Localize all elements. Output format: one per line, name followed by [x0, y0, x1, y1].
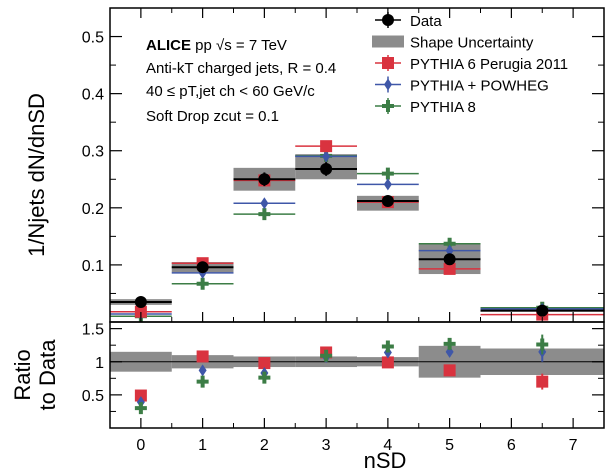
ratio-point-p6	[536, 375, 549, 388]
y-tick-label-ratio: 0.5	[82, 388, 104, 405]
ratio-point-p6	[443, 364, 456, 377]
ratio-point-p8	[320, 349, 333, 362]
y-tick-label-main: 0.4	[82, 87, 104, 104]
annotation-energy: pp √s = 7 TeV	[191, 37, 287, 54]
annotation-line-4: Soft Drop zcut = 0.1	[146, 108, 279, 125]
data-point-p8	[196, 277, 209, 290]
data-point-p8	[381, 167, 394, 180]
y-tick-label-main: 0.2	[82, 201, 104, 218]
annotation-line-2: Anti-kT charged jets, R = 0.4	[146, 60, 336, 77]
x-tick-label: 1	[198, 437, 207, 454]
x-tick-label: 5	[445, 437, 454, 454]
y-axis-label-ratio-line-2: to Data	[35, 339, 60, 411]
y-tick-label-ratio: 1.5	[82, 322, 104, 339]
legend-marker-pp	[384, 78, 392, 91]
y-tick-label-main: 0.1	[82, 258, 104, 275]
ratio-panel-marks	[134, 334, 549, 415]
y-axis-label-ratio-line-1: Ratio	[10, 349, 35, 400]
data-point-data	[536, 304, 549, 317]
legend-label-pp: PYTHIA + POWHEG	[410, 78, 549, 95]
axis-ticks: 0 1 2 3 4 5 6 7 0.1 0.2 0.3 0.4 0.5 0.5 1 1.5	[82, 7, 605, 454]
x-tick-label: 3	[322, 437, 331, 454]
ratio-point-p8	[196, 375, 209, 388]
ratio-point-p6	[196, 350, 209, 363]
data-point-pp	[383, 178, 392, 191]
data-point-data	[134, 296, 147, 309]
ratio-point-p6	[134, 389, 147, 402]
ratio-point-p6	[258, 357, 271, 370]
data-point-p6	[320, 140, 333, 153]
legend: Data Shape Uncertainty PYTHIA 6 Perugia 20…	[372, 12, 568, 116]
y-tick-label-main: 0.3	[82, 144, 104, 161]
x-tick-label: 4	[383, 437, 392, 454]
legend-marker-p6	[382, 57, 394, 69]
data-point-data	[258, 173, 271, 186]
main-shape-uncertainty-bands	[110, 154, 604, 312]
annotation-line-1: ALICE pp √s = 7 TeV	[146, 37, 287, 54]
ratio-point-p8	[536, 338, 549, 351]
data-point-p8	[443, 237, 456, 250]
ratio-point-pp	[198, 364, 207, 377]
ratio-point-p6	[381, 356, 394, 369]
ratio-point-p8	[443, 337, 456, 350]
x-tick-label: 0	[136, 437, 145, 454]
legend-label-shape: Shape Uncertainty	[410, 35, 534, 52]
y-tick-label-main: 0.5	[82, 30, 104, 47]
legend-swatch-shape	[372, 35, 404, 48]
data-point-pp	[260, 197, 269, 210]
x-tick-label: 6	[507, 437, 516, 454]
legend-label-p8: PYTHIA 8	[410, 99, 476, 116]
legend-label-data: Data	[410, 13, 442, 30]
annotation-line-3: 40 ≤ pT,jet ch < 60 GeV/c	[146, 83, 315, 100]
legend-label-p6: PYTHIA 6 Perugia 2011	[410, 56, 568, 73]
ratio-point-p8	[381, 340, 394, 353]
data-point-p6	[134, 305, 147, 318]
y-axis-label-main: 1/Njets dN/dnSD	[24, 93, 49, 257]
data-point-p8	[258, 208, 271, 221]
data-point-data	[381, 194, 394, 207]
annotation-alice: ALICE	[146, 37, 191, 54]
y-tick-label-ratio: 1	[95, 355, 104, 372]
data-point-data	[196, 261, 209, 274]
x-tick-label: 2	[260, 437, 269, 454]
legend-marker-p8	[382, 100, 394, 112]
ratio-point-p8	[258, 371, 271, 384]
data-point-p6	[443, 262, 456, 275]
x-tick-label: 7	[569, 437, 578, 454]
legend-marker-data	[382, 14, 394, 26]
data-point-data	[443, 253, 456, 266]
x-axis-label: nSD	[364, 448, 407, 473]
data-point-data	[320, 162, 333, 175]
data-point-pp	[322, 150, 331, 163]
ratio-point-p8	[134, 402, 147, 415]
